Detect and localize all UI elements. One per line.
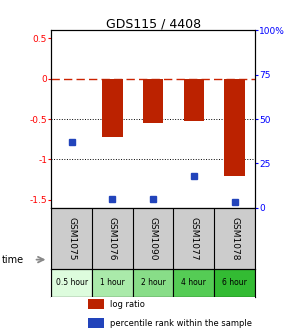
Bar (184, 79, 204, 121)
Text: GSM1090: GSM1090 (149, 217, 158, 260)
Text: GSM1075: GSM1075 (67, 217, 76, 260)
Bar (143, 79, 163, 123)
Bar (102, 79, 122, 137)
Bar (88, 299, 104, 309)
Text: GSM1077: GSM1077 (189, 217, 198, 260)
Title: GDS115 / 4408: GDS115 / 4408 (105, 17, 201, 30)
Text: percentile rank within the sample: percentile rank within the sample (110, 319, 252, 328)
Bar (224, 79, 245, 175)
Text: 2 hour: 2 hour (141, 278, 166, 287)
Text: 0.5 hour: 0.5 hour (56, 278, 88, 287)
Bar (88, 318, 104, 328)
Text: log ratio: log ratio (110, 300, 145, 309)
Text: GSM1078: GSM1078 (230, 217, 239, 260)
Bar (92, 269, 133, 297)
Bar (214, 269, 255, 297)
Text: 1 hour: 1 hour (100, 278, 125, 287)
Text: GSM1076: GSM1076 (108, 217, 117, 260)
Text: time: time (1, 255, 24, 265)
Text: 6 hour: 6 hour (222, 278, 247, 287)
Bar (133, 269, 173, 297)
Bar (51, 269, 92, 297)
Text: 4 hour: 4 hour (181, 278, 206, 287)
Bar (173, 269, 214, 297)
